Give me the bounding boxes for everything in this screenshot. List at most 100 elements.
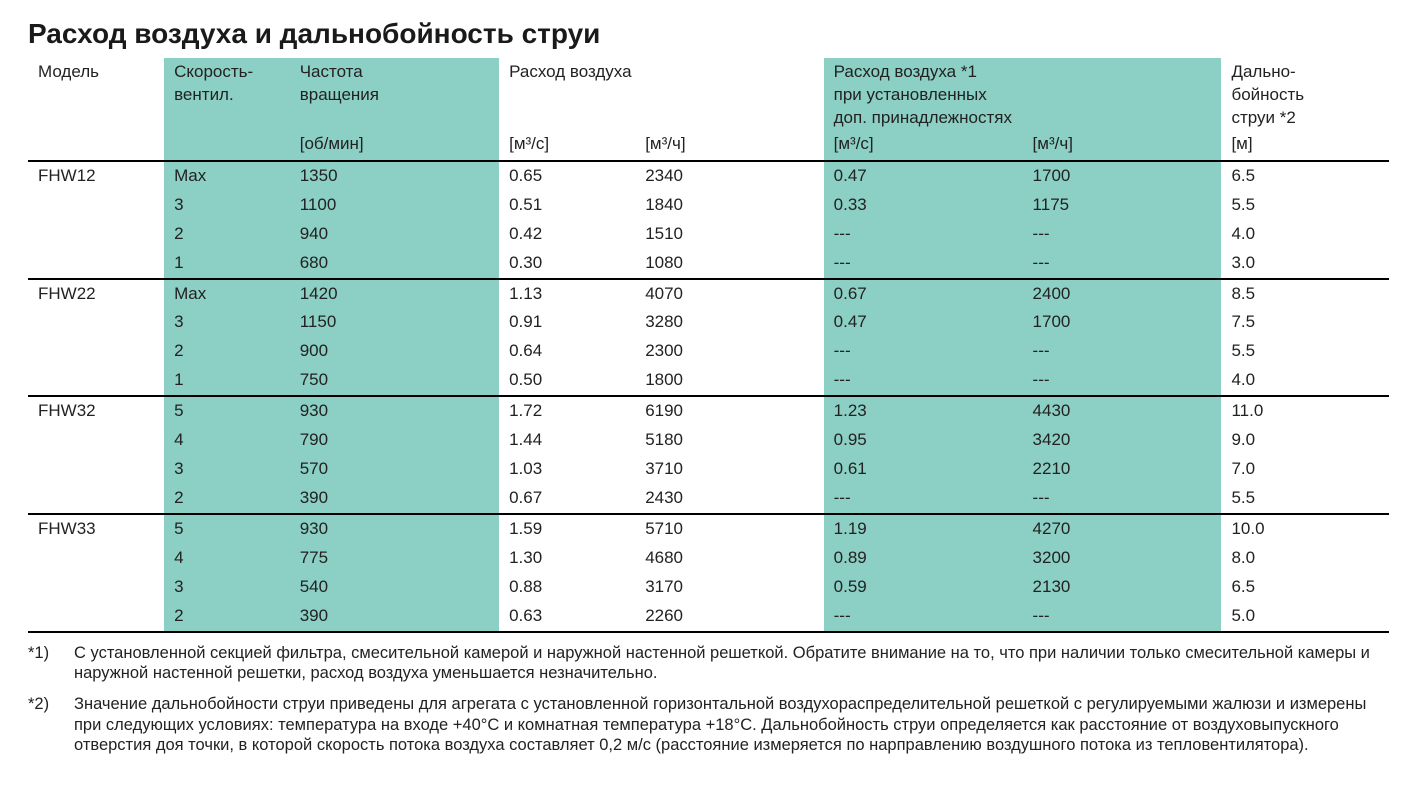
hdr-unit-m3s: [м³/с] (499, 133, 635, 161)
cell-throw: 3.0 (1221, 249, 1389, 279)
cell-throw: 8.5 (1221, 279, 1389, 309)
cell-model (28, 484, 164, 514)
cell-speed: 5 (164, 514, 290, 544)
cell-speed: 1 (164, 366, 290, 396)
cell-rpm: 930 (290, 396, 499, 426)
cell-throw: 7.0 (1221, 455, 1389, 484)
cell-rpm: 390 (290, 484, 499, 514)
cell-m3h: 1510 (635, 220, 823, 249)
cell-speed: 3 (164, 455, 290, 484)
cell-m3h: 2300 (635, 337, 823, 366)
cell-m3s: 1.44 (499, 426, 635, 455)
table-row: 29000.642300------5.5 (28, 337, 1389, 366)
hdr-unit-acc-m3s: [м³/с] (824, 133, 1023, 161)
cell-m3s: 0.42 (499, 220, 635, 249)
table-row: 23900.672430------5.5 (28, 484, 1389, 514)
cell-model: FHW32 (28, 396, 164, 426)
cell-model (28, 249, 164, 279)
hdr-airflow: Расход воздуха (499, 58, 824, 133)
table-row: 29400.421510------4.0 (28, 220, 1389, 249)
cell-acc-m3h: 4430 (1023, 396, 1222, 426)
cell-m3s: 1.30 (499, 544, 635, 573)
cell-model (28, 602, 164, 632)
cell-rpm: 1350 (290, 161, 499, 191)
cell-acc-m3h: --- (1023, 602, 1222, 632)
table-row: 311500.9132800.4717007.5 (28, 308, 1389, 337)
cell-m3s: 0.64 (499, 337, 635, 366)
cell-throw: 5.5 (1221, 484, 1389, 514)
page-title: Расход воздуха и дальнобойность струи (28, 18, 1389, 50)
footnote-text: С установленной секцией фильтра, смесите… (74, 643, 1389, 684)
table-row: FHW3359301.5957101.19427010.0 (28, 514, 1389, 544)
cell-throw: 5.5 (1221, 337, 1389, 366)
cell-acc-m3h: --- (1023, 484, 1222, 514)
cell-model (28, 366, 164, 396)
cell-acc-m3h: --- (1023, 220, 1222, 249)
hdr-unit-acc-m3h: [м³/ч] (1023, 133, 1222, 161)
cell-acc-m3s: --- (824, 602, 1023, 632)
footnote-text: Значение дальнобойности струи приведены … (74, 694, 1389, 756)
table-row: FHW3259301.7261901.23443011.0 (28, 396, 1389, 426)
cell-m3s: 1.59 (499, 514, 635, 544)
cell-throw: 5.0 (1221, 602, 1389, 632)
footnote: *2)Значение дальнобойности струи приведе… (28, 694, 1389, 756)
table-header: Модель Скорость-вентил. Частотавращения … (28, 58, 1389, 161)
table-row: 47901.4451800.9534209.0 (28, 426, 1389, 455)
cell-model: FHW33 (28, 514, 164, 544)
airflow-table: Модель Скорость-вентил. Частотавращения … (28, 58, 1389, 633)
cell-rpm: 930 (290, 514, 499, 544)
cell-model: FHW12 (28, 161, 164, 191)
cell-acc-m3h: --- (1023, 337, 1222, 366)
cell-speed: 5 (164, 396, 290, 426)
cell-acc-m3h: 1700 (1023, 161, 1222, 191)
cell-m3s: 1.13 (499, 279, 635, 309)
cell-acc-m3s: 0.89 (824, 544, 1023, 573)
cell-m3s: 0.65 (499, 161, 635, 191)
cell-acc-m3h: 1700 (1023, 308, 1222, 337)
cell-rpm: 570 (290, 455, 499, 484)
hdr-fan-speed: Скорость-вентил. (164, 58, 290, 133)
table-row: 311000.5118400.3311755.5 (28, 191, 1389, 220)
hdr-unit-throw: [м] (1221, 133, 1389, 161)
page-root: Расход воздуха и дальнобойность струи Мо… (0, 0, 1417, 790)
cell-acc-m3h: 2400 (1023, 279, 1222, 309)
cell-rpm: 775 (290, 544, 499, 573)
cell-rpm: 390 (290, 602, 499, 632)
cell-rpm: 750 (290, 366, 499, 396)
cell-acc-m3h: 3420 (1023, 426, 1222, 455)
table-row: 23900.632260------5.0 (28, 602, 1389, 632)
cell-speed: 1 (164, 249, 290, 279)
cell-throw: 8.0 (1221, 544, 1389, 573)
cell-acc-m3h: 2210 (1023, 455, 1222, 484)
cell-m3s: 0.91 (499, 308, 635, 337)
cell-model (28, 220, 164, 249)
cell-acc-m3h: 1175 (1023, 191, 1222, 220)
cell-m3s: 1.03 (499, 455, 635, 484)
cell-acc-m3s: 0.47 (824, 161, 1023, 191)
cell-acc-m3s: 1.23 (824, 396, 1023, 426)
cell-m3h: 2260 (635, 602, 823, 632)
table-row: 35701.0337100.6122107.0 (28, 455, 1389, 484)
cell-speed: 2 (164, 484, 290, 514)
cell-acc-m3h: --- (1023, 366, 1222, 396)
cell-throw: 4.0 (1221, 366, 1389, 396)
hdr-unit-speed (164, 133, 290, 161)
cell-m3h: 4070 (635, 279, 823, 309)
footnote-key: *1) (28, 643, 60, 684)
cell-speed: 2 (164, 220, 290, 249)
cell-throw: 9.0 (1221, 426, 1389, 455)
cell-acc-m3s: --- (824, 337, 1023, 366)
cell-acc-m3h: 4270 (1023, 514, 1222, 544)
cell-m3h: 2340 (635, 161, 823, 191)
cell-acc-m3h: 2130 (1023, 573, 1222, 602)
hdr-airflow-acc: Расход воздуха *1при установленныхдоп. п… (824, 58, 1222, 133)
cell-throw: 10.0 (1221, 514, 1389, 544)
cell-speed: 3 (164, 308, 290, 337)
cell-model (28, 337, 164, 366)
cell-speed: 2 (164, 602, 290, 632)
table-row: 16800.301080------3.0 (28, 249, 1389, 279)
cell-acc-m3s: 0.59 (824, 573, 1023, 602)
hdr-unit-rpm: [об/мин] (290, 133, 499, 161)
footnotes: *1) С установленной секцией фильтра, смес… (28, 643, 1389, 756)
cell-acc-m3s: --- (824, 220, 1023, 249)
